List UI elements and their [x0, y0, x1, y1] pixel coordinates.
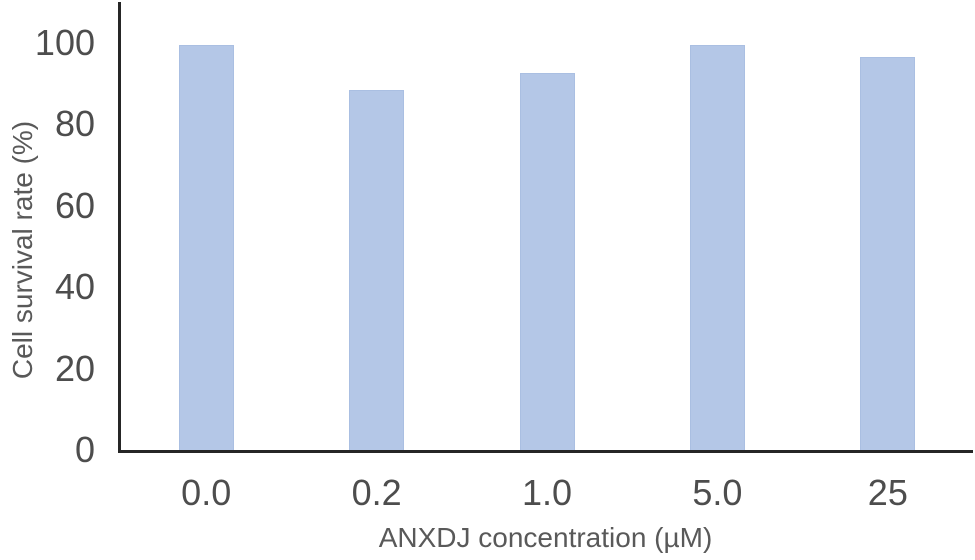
- x-tick-label-0.2: 0.2: [351, 472, 402, 513]
- bar-5.0: [689, 45, 745, 450]
- plot-area: [118, 2, 973, 453]
- bar-slot-1.0: [462, 2, 632, 450]
- bar-slot-25: [803, 2, 973, 450]
- x-axis-tick-labels: 0.0 0.2 1.0 5.0 25: [121, 472, 973, 514]
- y-tick-label-40: 40: [54, 266, 95, 308]
- x-tick-label-25: 25: [867, 472, 908, 513]
- x-tick-label-1.0: 1.0: [521, 472, 573, 513]
- x-axis-title: ANXDJ concentration (µM): [378, 522, 713, 553]
- bar-slot-0.0: [121, 2, 291, 450]
- y-tick-label-60: 60: [54, 184, 95, 226]
- bar-1.0: [519, 73, 575, 450]
- bar-slot-0.2: [291, 2, 461, 450]
- bar-25: [860, 57, 916, 450]
- y-tick-label-20: 20: [54, 347, 95, 389]
- bar-0.0: [178, 45, 234, 450]
- y-tick-label-80: 80: [54, 103, 95, 145]
- y-axis-title: Cell survival rate (%): [7, 120, 38, 380]
- y-tick-label-100: 100: [34, 22, 95, 63]
- x-tick-label-5.0: 5.0: [692, 472, 743, 513]
- x-tick-label-0.0: 0.0: [181, 472, 232, 513]
- bar-series: [121, 2, 973, 450]
- y-tick-label-0: 0: [74, 429, 95, 470]
- bar-0.2: [349, 90, 405, 450]
- bar-slot-5.0: [632, 2, 802, 450]
